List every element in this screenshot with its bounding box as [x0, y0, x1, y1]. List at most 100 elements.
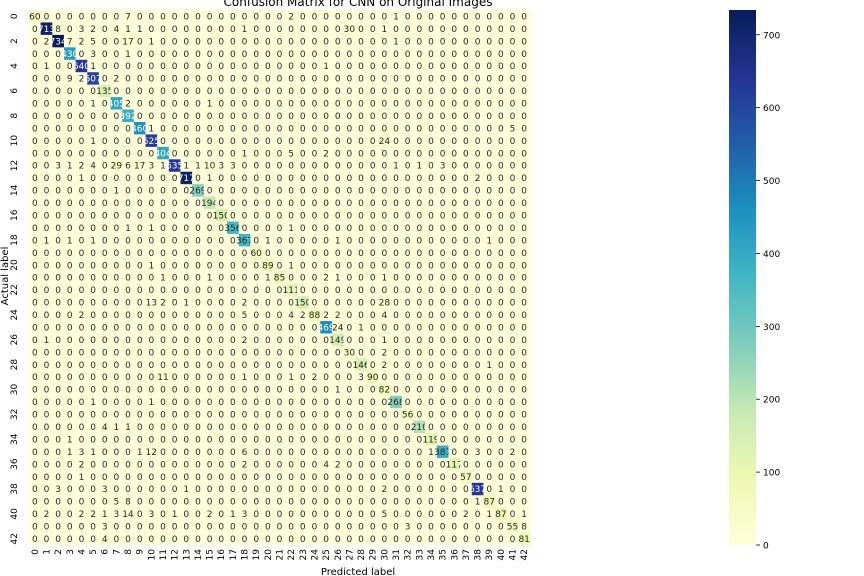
cell-value-label: 0	[265, 25, 271, 35]
heatmap-cell	[238, 520, 251, 533]
cell-value-label: 0	[405, 87, 411, 97]
cell-value-label: 0	[405, 498, 411, 508]
heatmap-cell	[483, 470, 496, 484]
heatmap-cell	[320, 184, 333, 197]
heatmap-cell	[157, 146, 170, 160]
heatmap-cell	[180, 283, 193, 297]
cell-value-label: 2	[79, 510, 85, 520]
heatmap-cell	[331, 209, 344, 222]
heatmap-cell	[495, 370, 507, 384]
x-tick-label: 11	[159, 549, 169, 560]
cell-value-label: 0	[55, 137, 61, 147]
cell-value-label: 0	[498, 498, 504, 508]
heatmap-cell	[460, 507, 473, 521]
heatmap-cell	[63, 395, 76, 409]
heatmap-cell	[227, 408, 240, 421]
cell-value-label: 0	[44, 100, 50, 110]
heatmap-cell	[285, 97, 298, 110]
cell-value-label: 0	[288, 498, 294, 508]
heatmap-cell	[29, 184, 41, 197]
heatmap-cell	[203, 97, 216, 110]
cell-value-label: 0	[510, 261, 516, 271]
heatmap-cell	[110, 321, 123, 334]
heatmap-cell	[355, 22, 368, 36]
cell-value-label: 0	[510, 162, 516, 172]
cell-value-label: 0	[416, 398, 422, 408]
cell-value-label: 0	[335, 50, 341, 60]
cell-value-label: 0	[393, 174, 399, 184]
cell-value-label: 0	[242, 100, 248, 110]
cell-value-label: 0	[114, 373, 120, 383]
heatmap-cell	[343, 97, 356, 110]
heatmap-cell	[460, 146, 473, 160]
heatmap-cell	[483, 408, 496, 421]
cell-value-label: 0	[521, 37, 527, 47]
heatmap-cell	[250, 34, 263, 48]
heatmap-cell	[192, 420, 205, 434]
cell-value-label: 0	[265, 435, 271, 445]
heatmap-cell	[87, 296, 100, 309]
cell-value-label: 0	[55, 448, 61, 458]
heatmap-cell	[366, 532, 379, 546]
cell-value-label: 1	[160, 274, 166, 284]
cell-value-label: 0	[148, 323, 154, 333]
cell-value-label: 0	[114, 274, 120, 284]
cell-value-label: 0	[183, 448, 189, 458]
heatmap-cell	[320, 457, 333, 471]
cell-value-label: 0	[451, 174, 457, 184]
cell-value-label: 0	[44, 373, 50, 383]
heatmap-cell	[378, 258, 391, 272]
cell-value-label: 0	[265, 473, 271, 483]
heatmap-cell	[308, 271, 321, 285]
cell-value-label: 0	[160, 199, 166, 209]
cell-value-label: 0	[323, 174, 329, 184]
heatmap-cell	[145, 308, 158, 322]
heatmap-cell	[448, 84, 461, 98]
heatmap-cell	[250, 258, 263, 272]
cell-value-label: 0	[32, 25, 38, 35]
heatmap-cell	[273, 72, 286, 85]
cell-value-label: 0	[428, 523, 434, 533]
cell-value-label: 0	[381, 473, 387, 483]
cell-value-label: 0	[79, 50, 85, 60]
cell-value-label: 0	[312, 149, 318, 159]
cell-value-label: 0	[510, 187, 516, 197]
heatmap-cell	[448, 296, 461, 309]
cell-value-label: 0	[172, 224, 178, 234]
heatmap-cell	[63, 97, 76, 110]
cell-value-label: 0	[265, 37, 271, 47]
cell-value-label: 0	[218, 149, 224, 159]
heatmap-cell	[238, 72, 251, 85]
x-tick-label: 30	[380, 549, 390, 561]
heatmap-cell	[157, 196, 170, 210]
cell-value-label: 0	[510, 510, 516, 520]
heatmap-cell	[192, 84, 205, 98]
heatmap-cell	[366, 146, 379, 160]
cell-value-label: 0	[416, 311, 422, 321]
cell-value-label: 0	[265, 448, 271, 458]
cell-value-label: 6	[242, 448, 248, 458]
cell-value-label: 0	[463, 75, 469, 85]
heatmap-cell	[366, 383, 379, 396]
cell-value-label: 2	[381, 348, 387, 358]
heatmap-cell	[215, 345, 228, 359]
cell-value-label: 0	[486, 348, 492, 358]
heatmap-cell	[448, 196, 461, 210]
cell-value-label: 8	[521, 523, 527, 533]
heatmap-cell	[63, 308, 76, 322]
cell-value-label: 0	[416, 523, 422, 533]
heatmap-cell	[262, 84, 274, 98]
heatmap-cell	[320, 34, 333, 48]
heatmap-cell	[378, 333, 391, 347]
cell-value-label: 0	[183, 149, 189, 159]
heatmap-cell	[506, 370, 519, 384]
cell-value-label: 0	[183, 249, 189, 259]
heatmap-cell	[227, 482, 240, 496]
heatmap-cell	[168, 370, 181, 384]
cell-value-label: 0	[463, 386, 469, 396]
cell-value-label: 0	[381, 75, 387, 85]
cell-value-label: 0	[405, 224, 411, 234]
heatmap-cell	[401, 321, 414, 334]
heatmap-cell	[483, 146, 496, 160]
